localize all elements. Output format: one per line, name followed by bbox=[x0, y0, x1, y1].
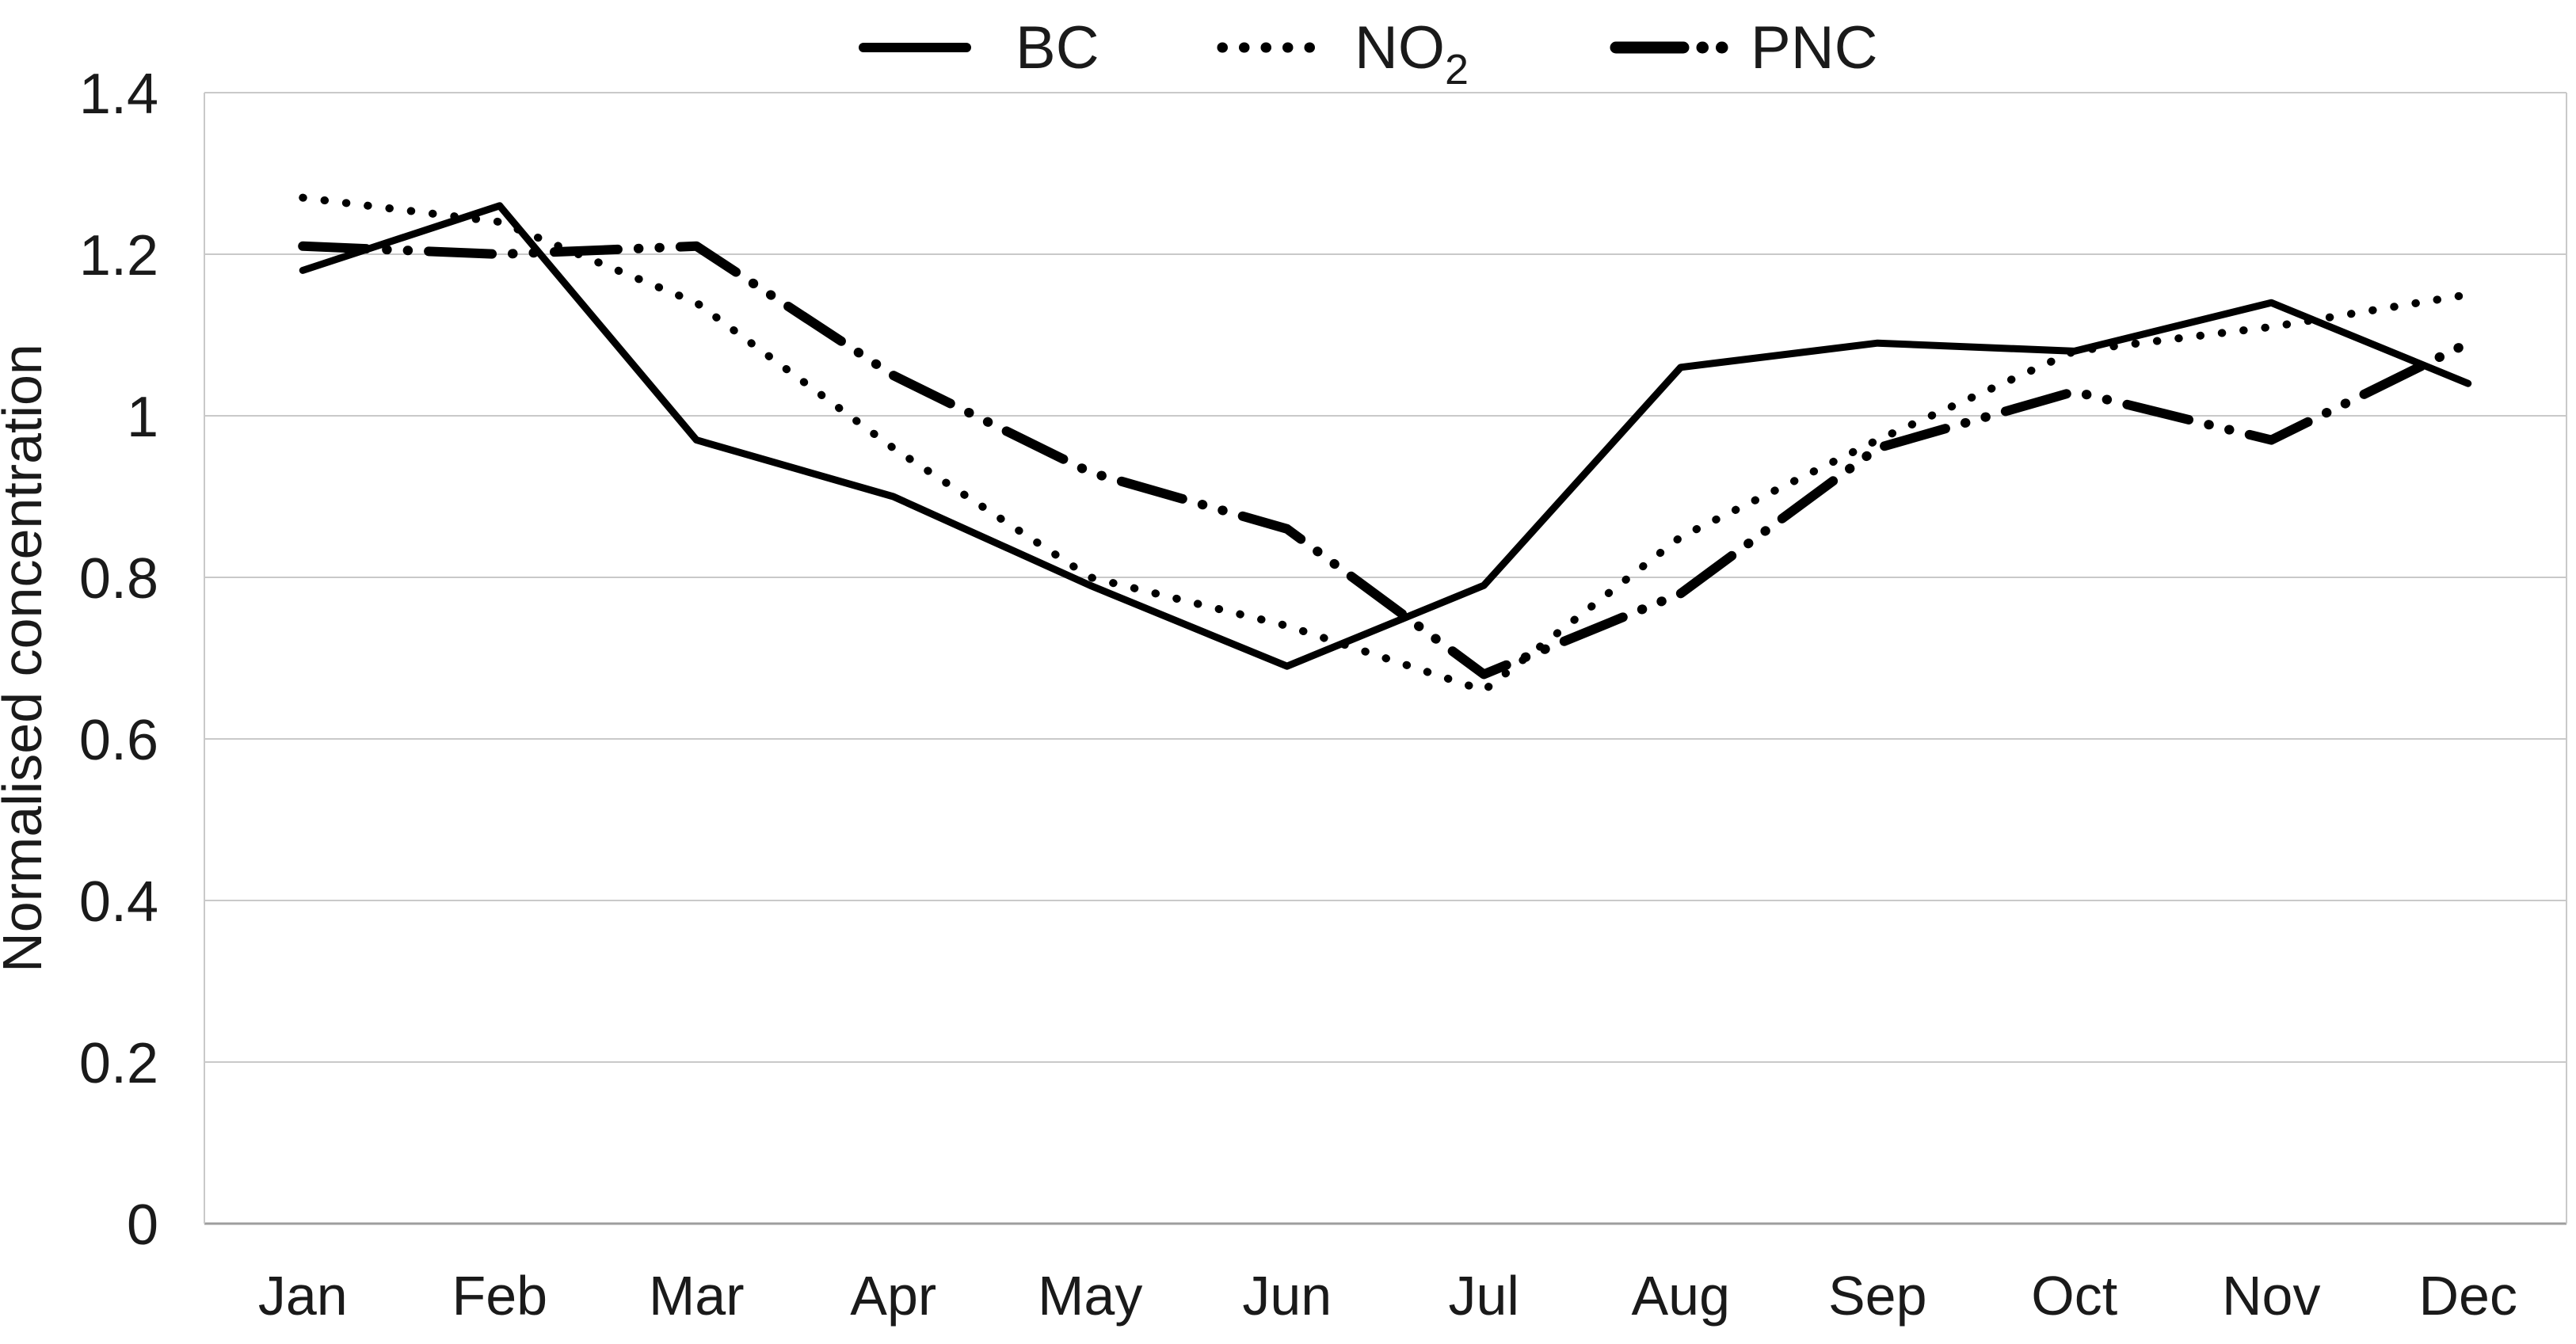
x-tick-label: Sep bbox=[1828, 1265, 1927, 1327]
x-tick-label: Feb bbox=[452, 1265, 547, 1327]
x-tick-label: Aug bbox=[1631, 1265, 1730, 1327]
x-tick-label: Oct bbox=[2031, 1265, 2117, 1327]
y-axis-title: Normalised concentration bbox=[0, 344, 53, 973]
legend: BC NO2 PNC bbox=[859, 14, 1877, 93]
y-tick-label: 0.6 bbox=[79, 709, 158, 772]
legend-label-bc: BC bbox=[1016, 14, 1099, 82]
x-tick-label: Jul bbox=[1449, 1265, 1519, 1327]
y-tick-label: 1.4 bbox=[79, 63, 158, 126]
legend-label-no2: NO2 bbox=[1355, 14, 1469, 93]
y-tick-label: 1.2 bbox=[79, 224, 158, 287]
series-line-bc bbox=[299, 202, 2472, 670]
x-tick-label: May bbox=[1038, 1265, 1142, 1327]
x-tick-label: Mar bbox=[649, 1265, 745, 1327]
y-tick-label: 0.2 bbox=[79, 1032, 158, 1095]
series-line-no2 bbox=[299, 193, 2472, 695]
y-tick-label: 0.4 bbox=[79, 870, 158, 934]
legend-label-pnc: PNC bbox=[1751, 14, 1877, 82]
x-axis-tick-labels: Jan Feb Mar Apr May Jun Jul Aug Sep Oct Nov Dec bbox=[258, 1265, 2517, 1327]
x-tick-label: Apr bbox=[850, 1265, 936, 1327]
x-tick-label: Nov bbox=[2222, 1265, 2320, 1327]
x-tick-label: Jan bbox=[258, 1265, 348, 1327]
x-tick-label: Dec bbox=[2419, 1265, 2517, 1327]
series-line-pnc bbox=[298, 241, 2473, 680]
y-tick-label: 0.8 bbox=[79, 547, 158, 611]
x-tick-label: Jun bbox=[1242, 1265, 1332, 1327]
y-axis-tick-labels: 0 0.2 0.4 0.6 0.8 1 1.2 1.4 bbox=[79, 63, 158, 1257]
y-tick-label: 1 bbox=[127, 386, 158, 449]
y-tick-label: 0 bbox=[127, 1194, 158, 1257]
